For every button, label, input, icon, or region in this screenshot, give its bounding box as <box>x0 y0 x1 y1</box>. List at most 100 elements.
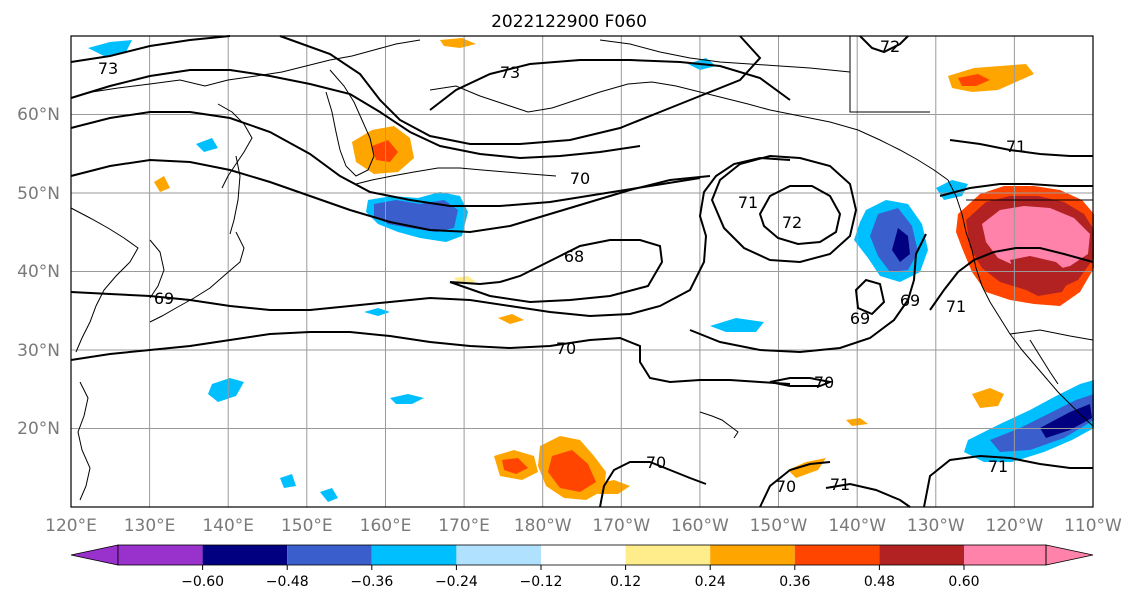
colorbar-segment <box>879 545 964 565</box>
colorbar-tick-label: −0.60 <box>181 574 224 590</box>
colorbar-segment <box>287 545 372 565</box>
colorbar-tick-label: 0.24 <box>695 574 726 590</box>
contour-label: 71 <box>1006 137 1026 156</box>
coast-alaska-gulf <box>769 109 949 181</box>
colorbar-tick-labels: −0.60 −0.48 −0.36 −0.24 −0.12 0.12 0.24 … <box>181 574 979 590</box>
anomaly-patch-western-us-core <box>982 206 1090 272</box>
colorbar-extend-max <box>1045 544 1094 566</box>
anomaly-patch-small-1 <box>498 314 524 324</box>
contour-label: 70 <box>556 339 576 358</box>
contour-label: 72 <box>880 37 900 56</box>
coast-japan <box>149 231 245 323</box>
map-panel: 73 73 72 71 71 72 70 68 69 69 69 71 70 7… <box>70 35 1094 508</box>
contour-73-north <box>70 35 231 63</box>
lon-label-160e: 160°E <box>360 516 412 536</box>
border-alaska-canada <box>849 36 930 113</box>
lat-label-40n: 40°N <box>17 262 60 282</box>
coast-alaska-north <box>599 39 851 73</box>
anomaly-patch-west-pac-20n <box>208 378 244 402</box>
colorbar-tick-label: −0.12 <box>520 574 563 590</box>
coast-china <box>70 207 139 353</box>
contour-label: 69 <box>154 289 174 308</box>
contour-71-ne <box>949 139 1093 157</box>
colorbar-tick-label: 0.36 <box>779 574 810 590</box>
colorbar-segment <box>371 545 457 565</box>
contour-label: 73 <box>98 59 118 78</box>
coast-kamchatka <box>325 69 375 177</box>
lat-labels: 60°N 50°N 40°N 30°N 20°N <box>17 105 60 439</box>
anomaly-patch-ne-pacific-darkest <box>892 228 910 262</box>
colorbar-segment <box>541 545 626 565</box>
lon-label-130w: 130°W <box>907 516 965 536</box>
lon-label-110w: 110°W <box>1064 516 1122 536</box>
lon-label-170w: 170°W <box>592 516 650 536</box>
colorbar-tick-label: −0.48 <box>266 574 309 590</box>
colorbar-segment <box>202 545 288 565</box>
colorbar-segment <box>710 545 795 565</box>
coast-aleutians <box>355 167 557 185</box>
contour-label: 71 <box>946 297 966 316</box>
contour-label: 72 <box>782 213 802 232</box>
lat-label-30n: 30°N <box>17 341 60 361</box>
lon-label-120w: 120°W <box>986 516 1044 536</box>
contour-70 <box>70 158 711 234</box>
contour-71-low-center <box>710 154 858 264</box>
border-us-mexico <box>1009 329 1094 341</box>
contours <box>70 35 1094 508</box>
contour-label: 70 <box>646 453 666 472</box>
lon-label-130e: 130°E <box>124 516 176 536</box>
colorbar-tick-label: −0.24 <box>435 574 478 590</box>
contour-label: 71 <box>738 193 758 212</box>
anomaly-patch-mexico-sw-core <box>990 394 1094 452</box>
coast-asia-north <box>70 39 421 99</box>
lon-label-120e: 120°E <box>45 516 97 536</box>
colorbar-tick-label: 0.48 <box>864 574 895 590</box>
contour-73-center <box>429 59 791 111</box>
contour-label: 71 <box>830 475 850 494</box>
contour-71-east <box>929 247 1094 311</box>
anomaly-patch-north-edge <box>440 38 476 48</box>
colorbar-ticks <box>202 565 965 570</box>
colorbar-segment <box>794 545 880 565</box>
colorbar-tick-label: 0.12 <box>610 574 641 590</box>
contour-label: 70 <box>814 373 834 392</box>
contour-label: 73 <box>500 63 520 82</box>
coast-alaska-peninsula <box>429 81 771 113</box>
contour-71-se <box>923 454 1093 508</box>
anomaly-patch-central-pac-south-2-core <box>502 458 528 474</box>
colorbar-tick-label: −0.36 <box>350 574 393 590</box>
colorbar-segment <box>964 545 1046 565</box>
anomaly-patch-central-pac-south-core <box>548 450 596 492</box>
coast-bc-wa <box>947 179 977 269</box>
colorbar-extend-min <box>70 544 119 566</box>
anomaly-patch-tiny-5 <box>196 138 218 152</box>
contour-72-low-inner <box>758 185 842 246</box>
contour-72-west <box>70 69 641 160</box>
map-frame <box>70 35 1094 508</box>
contour-71 <box>70 111 701 207</box>
contour-label: 69 <box>850 309 870 328</box>
coast-sakhalin <box>229 155 241 235</box>
contour-70-south-pac <box>599 461 707 508</box>
lon-label-160w: 160°W <box>671 516 729 536</box>
lon-labels: 120°E 130°E 140°E 150°E 160°E 170°E 180°… <box>45 516 1122 536</box>
lon-label-150e: 150°E <box>281 516 333 536</box>
anomaly-patch-tiny-4 <box>364 308 390 316</box>
coast-hawaii <box>699 411 739 439</box>
contour-70-ne <box>939 183 1093 197</box>
anomaly-patch-small-4 <box>154 176 170 192</box>
anomaly-patch-hawaii-east <box>710 318 764 332</box>
contour-69-ring <box>689 233 927 354</box>
colorbar-frame <box>117 544 1047 566</box>
contour-69 <box>70 156 791 318</box>
lon-label-150w: 150°W <box>750 516 808 536</box>
coastlines <box>70 36 1094 501</box>
contour-label: 69 <box>900 291 920 310</box>
contour-70-small <box>769 377 834 387</box>
lon-label-170e: 170°E <box>438 516 490 536</box>
contour-70-sub <box>759 461 831 508</box>
contour-label: 71 <box>988 457 1008 476</box>
contour-label: 70 <box>570 169 590 188</box>
anomaly-patch-western-us-inner-red <box>1010 256 1072 296</box>
